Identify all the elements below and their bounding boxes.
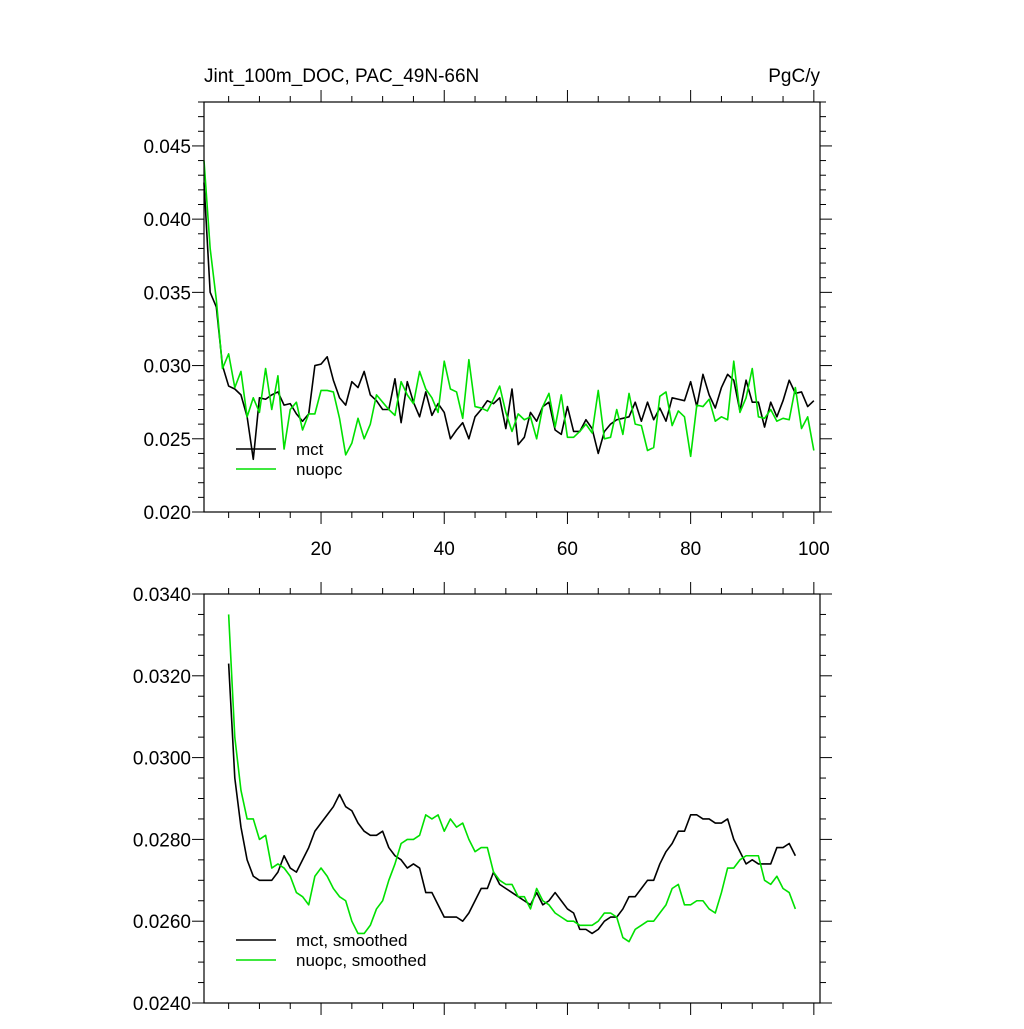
x-tick-label: 80 [680,539,701,560]
data-line [227,663,797,935]
data-line [227,614,797,943]
plot-frame [203,593,821,1004]
data-line [203,160,815,458]
x-tick-label: 20 [310,539,331,560]
y-tick-label: 0.045 [143,137,191,158]
y-tick-label: 0.035 [143,283,191,304]
x-tick-label: 60 [557,539,578,560]
chart-title: Jint_100m_DOC, PAC_49N-66N [204,66,479,87]
y-tick-label: 0.0340 [133,585,191,606]
y-tick-label: 0.0260 [133,912,191,933]
legend-label: mct, smoothed [296,931,408,950]
x-tick-label: 100 [798,539,830,560]
data-line [203,182,815,461]
y-tick-label: 0.0320 [133,667,191,688]
plot-frame [203,101,821,513]
legend-label: nuopc [296,460,343,479]
legend-label: nuopc, smoothed [296,951,426,970]
legend-label: mct [296,440,324,459]
y-tick-label: 0.0240 [133,994,191,1015]
y-tick-label: 0.0300 [133,749,191,770]
units-label: PgC/y [768,66,820,87]
y-tick-label: 0.0280 [133,830,191,851]
x-tick-label: 40 [434,539,455,560]
y-tick-label: 0.040 [143,210,191,231]
y-tick-label: 0.020 [143,503,191,524]
y-tick-label: 0.025 [143,430,191,451]
y-tick-label: 0.030 [143,357,191,378]
